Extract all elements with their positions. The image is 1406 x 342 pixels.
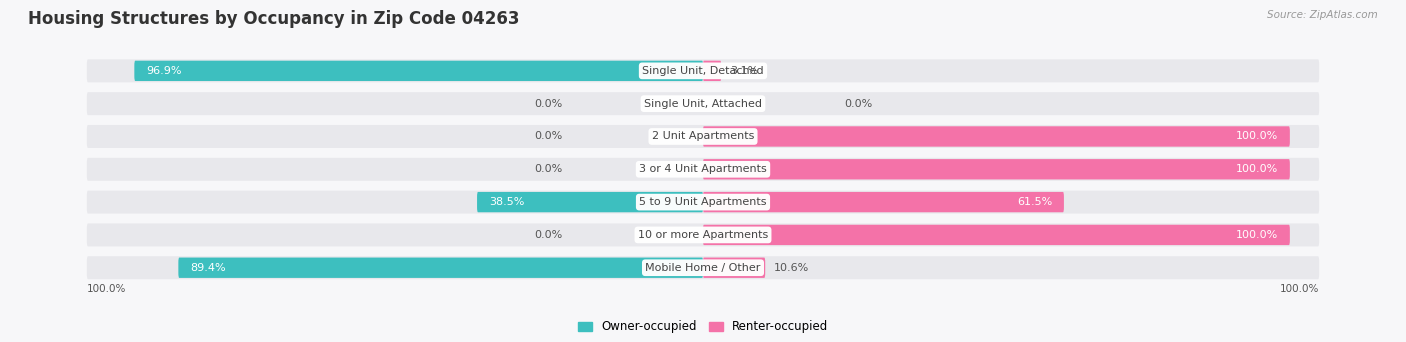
Legend: Owner-occupied, Renter-occupied: Owner-occupied, Renter-occupied [572,316,834,338]
Text: 2 Unit Apartments: 2 Unit Apartments [652,131,754,142]
Text: 96.9%: 96.9% [146,66,181,76]
FancyBboxPatch shape [87,256,1319,279]
FancyBboxPatch shape [87,158,1319,181]
FancyBboxPatch shape [135,61,703,81]
FancyBboxPatch shape [703,126,1289,147]
Text: Source: ZipAtlas.com: Source: ZipAtlas.com [1267,10,1378,20]
Text: 5 to 9 Unit Apartments: 5 to 9 Unit Apartments [640,197,766,207]
Text: 0.0%: 0.0% [534,131,562,142]
FancyBboxPatch shape [703,61,721,81]
Text: Mobile Home / Other: Mobile Home / Other [645,263,761,273]
Text: 10.6%: 10.6% [775,263,810,273]
Text: 0.0%: 0.0% [534,164,562,174]
Text: 0.0%: 0.0% [844,98,872,109]
Text: 100.0%: 100.0% [87,284,127,294]
FancyBboxPatch shape [87,223,1319,246]
Text: 0.0%: 0.0% [534,98,562,109]
FancyBboxPatch shape [477,192,703,212]
Text: 100.0%: 100.0% [1236,164,1278,174]
Text: 3.1%: 3.1% [730,66,758,76]
FancyBboxPatch shape [87,125,1319,148]
Text: 89.4%: 89.4% [190,263,226,273]
FancyBboxPatch shape [703,159,1289,180]
FancyBboxPatch shape [703,258,765,278]
Text: 10 or more Apartments: 10 or more Apartments [638,230,768,240]
Text: Housing Structures by Occupancy in Zip Code 04263: Housing Structures by Occupancy in Zip C… [28,10,520,28]
FancyBboxPatch shape [87,92,1319,115]
Text: 3 or 4 Unit Apartments: 3 or 4 Unit Apartments [640,164,766,174]
Text: 38.5%: 38.5% [489,197,524,207]
FancyBboxPatch shape [703,192,1064,212]
FancyBboxPatch shape [87,60,1319,82]
FancyBboxPatch shape [703,225,1289,245]
FancyBboxPatch shape [87,190,1319,214]
Text: Single Unit, Detached: Single Unit, Detached [643,66,763,76]
Text: Single Unit, Attached: Single Unit, Attached [644,98,762,109]
Text: 0.0%: 0.0% [534,230,562,240]
Text: 100.0%: 100.0% [1236,230,1278,240]
Text: 100.0%: 100.0% [1236,131,1278,142]
FancyBboxPatch shape [179,258,703,278]
Text: 100.0%: 100.0% [1279,284,1319,294]
Text: 61.5%: 61.5% [1017,197,1052,207]
